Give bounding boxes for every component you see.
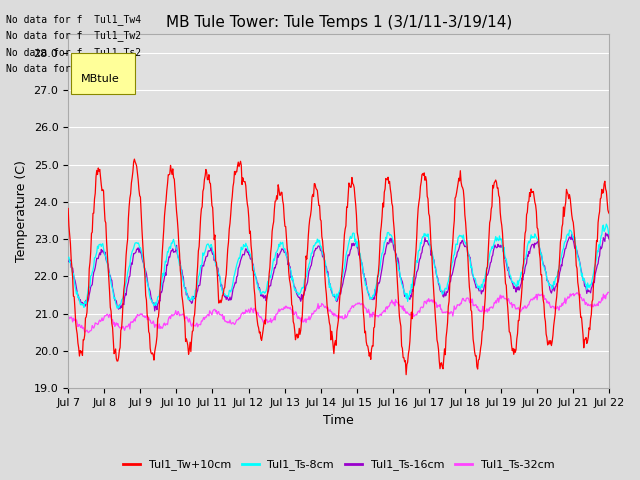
Legend: Tul1_Tw+10cm, Tul1_Ts-8cm, Tul1_Ts-16cm, Tul1_Ts-32cm: Tul1_Tw+10cm, Tul1_Ts-8cm, Tul1_Ts-16cm,… (118, 455, 559, 475)
Y-axis label: Temperature (C): Temperature (C) (15, 160, 28, 262)
Text: MBtule: MBtule (81, 74, 120, 84)
Text: No data for f  Tul1_Tw2: No data for f Tul1_Tw2 (6, 30, 141, 41)
Text: No data for f  LMBtule: No data for f LMBtule (6, 64, 136, 74)
X-axis label: Time: Time (323, 414, 354, 427)
Text: No data for f  Tul1_Tw4: No data for f Tul1_Tw4 (6, 13, 141, 24)
Title: MB Tule Tower: Tule Temps 1 (3/1/11-3/19/14): MB Tule Tower: Tule Temps 1 (3/1/11-3/19… (166, 15, 512, 30)
Text: No data for f  Tul1_Ts2: No data for f Tul1_Ts2 (6, 47, 141, 58)
